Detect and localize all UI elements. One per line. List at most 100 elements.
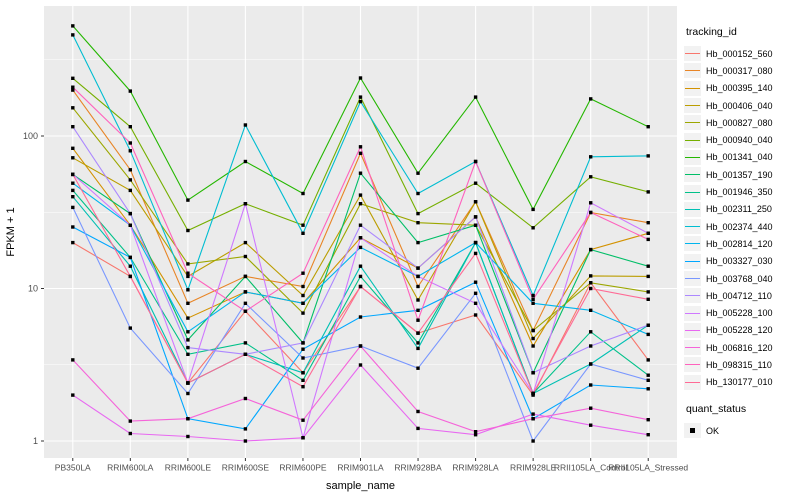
series-color-swatch	[685, 174, 700, 176]
series-color-swatch	[685, 312, 700, 314]
point-marker	[646, 290, 650, 294]
point-marker	[646, 221, 650, 225]
legend-item: Hb_098315_110	[684, 356, 798, 373]
point-marker	[416, 366, 420, 370]
point-marker	[531, 301, 535, 305]
legend-key	[684, 63, 701, 79]
point-marker	[301, 385, 305, 389]
point-marker	[416, 211, 420, 216]
legend-item-label: Hb_000827_080	[706, 117, 773, 128]
point-marker	[531, 328, 535, 333]
point-marker	[473, 251, 478, 256]
point-marker	[416, 426, 420, 431]
point-marker	[416, 284, 420, 289]
point-marker	[646, 358, 650, 362]
x-tick-label: RRIM600LA	[107, 463, 154, 473]
point-marker	[71, 195, 75, 199]
legend-item: Hb_005228_120	[684, 322, 798, 339]
point-marker	[473, 215, 478, 219]
axis-tick-labels: 100 10 1 PB350LA RRIM600LA RRIM600LE RRIM600SE…	[23, 131, 688, 473]
point-marker	[646, 323, 650, 327]
point-marker	[301, 378, 305, 382]
point-marker	[301, 271, 305, 275]
point-marker	[301, 356, 305, 360]
point-marker	[71, 106, 75, 110]
series-color-swatch	[685, 105, 700, 107]
point-marker	[301, 223, 305, 227]
point-marker	[646, 373, 650, 377]
point-marker	[473, 200, 478, 204]
legend-item: Hb_000406_040	[684, 97, 798, 114]
point-marker	[71, 146, 75, 150]
point-marker	[589, 330, 593, 334]
legend: tracking_id Hb_000152_560 Hb_000317_080 Hb…	[684, 26, 798, 439]
point-marker	[416, 318, 420, 322]
point-marker	[301, 311, 305, 315]
point-marker	[186, 391, 190, 396]
point-marker	[416, 221, 420, 225]
point-marker	[531, 391, 535, 396]
legend-key	[684, 288, 701, 304]
point-marker	[358, 284, 363, 289]
point-marker	[128, 89, 132, 93]
point-marker	[71, 125, 75, 129]
point-marker	[473, 433, 478, 437]
y-tick-label: 1	[33, 436, 38, 446]
point-marker	[416, 409, 420, 414]
legend-title-tracking-id: tracking_id	[686, 26, 737, 38]
point-marker	[243, 254, 248, 259]
point-marker	[186, 271, 190, 275]
point-marker	[416, 308, 420, 312]
series-color-swatch	[685, 53, 700, 55]
point-marker	[128, 211, 132, 216]
point-marker	[358, 245, 363, 250]
point-marker	[243, 352, 248, 356]
point-marker	[186, 198, 190, 202]
legend-item: Hb_001357_190	[684, 166, 798, 183]
point-marker	[128, 188, 132, 193]
point-marker	[416, 171, 420, 175]
point-marker	[186, 274, 190, 279]
legend-key	[684, 184, 701, 200]
point-marker	[243, 159, 248, 164]
point-marker	[473, 280, 478, 284]
point-marker	[473, 223, 478, 227]
point-marker	[473, 240, 478, 245]
point-marker	[186, 330, 190, 334]
legend-item: Hb_000395_140	[684, 80, 798, 97]
legend-item: Hb_130177_010	[684, 374, 798, 391]
point-marker	[358, 151, 363, 155]
point-marker	[589, 308, 593, 312]
point-marker	[243, 123, 248, 127]
legend-item-label: Hb_004712_110	[706, 290, 772, 301]
legend-item: Hb_003327_030	[684, 253, 798, 270]
point-marker	[71, 172, 75, 177]
point-marker	[128, 168, 132, 172]
point-marker	[416, 341, 420, 345]
point-marker	[358, 223, 363, 227]
point-marker	[646, 264, 650, 268]
point-marker	[646, 237, 650, 242]
y-axis-title: FPKM + 1	[5, 207, 17, 256]
series-color-swatch	[685, 278, 700, 279]
x-tick-label: RRIM901LA	[337, 463, 384, 473]
legend-item-label: Hb_000940_040	[706, 135, 773, 146]
point-marker	[416, 346, 420, 351]
point-marker	[646, 274, 650, 279]
point-marker	[358, 236, 363, 240]
legend-item-label: Hb_003327_030	[706, 256, 773, 267]
legend-key	[684, 167, 701, 183]
legend-item-label: Hb_006816_120	[706, 342, 773, 353]
point-marker	[589, 362, 593, 366]
point-marker	[128, 419, 132, 423]
point-marker	[589, 97, 593, 101]
point-marker	[128, 274, 132, 279]
point-marker	[358, 202, 363, 206]
point-marker	[186, 316, 190, 320]
legend-item-list: Hb_000152_560 Hb_000317_080 Hb_000395_140 H…	[684, 45, 798, 391]
legend-key	[684, 115, 701, 131]
quant-ok-key	[684, 423, 701, 439]
point-marker	[589, 201, 593, 205]
point-marker	[646, 332, 650, 337]
point-marker	[646, 297, 650, 301]
